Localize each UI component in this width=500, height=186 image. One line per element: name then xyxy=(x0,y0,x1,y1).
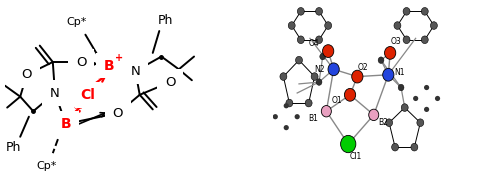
FancyBboxPatch shape xyxy=(122,58,148,84)
Ellipse shape xyxy=(305,99,312,107)
Ellipse shape xyxy=(422,7,428,15)
Text: O3: O3 xyxy=(390,37,401,46)
Ellipse shape xyxy=(392,143,398,151)
Ellipse shape xyxy=(403,7,410,15)
Ellipse shape xyxy=(411,143,418,151)
Text: O: O xyxy=(165,76,175,89)
Text: O4: O4 xyxy=(308,39,319,48)
Text: Cp*: Cp* xyxy=(66,17,87,27)
Point xyxy=(282,104,290,107)
Ellipse shape xyxy=(316,7,322,15)
Ellipse shape xyxy=(352,70,363,83)
Text: N: N xyxy=(50,86,60,100)
Point xyxy=(412,97,420,100)
Ellipse shape xyxy=(280,73,287,80)
Ellipse shape xyxy=(298,7,304,15)
FancyBboxPatch shape xyxy=(53,111,79,137)
Ellipse shape xyxy=(384,46,396,59)
Text: Cl: Cl xyxy=(80,88,95,102)
Point xyxy=(272,115,280,118)
Text: N2: N2 xyxy=(314,65,324,74)
FancyBboxPatch shape xyxy=(68,49,94,75)
Ellipse shape xyxy=(430,22,438,29)
Point xyxy=(422,86,430,89)
Text: Ph: Ph xyxy=(6,141,22,154)
Ellipse shape xyxy=(316,79,322,85)
Ellipse shape xyxy=(417,119,424,126)
Ellipse shape xyxy=(398,84,404,91)
Ellipse shape xyxy=(322,45,334,57)
Text: O2: O2 xyxy=(358,63,368,72)
Ellipse shape xyxy=(344,88,356,101)
Text: O: O xyxy=(22,68,32,81)
Ellipse shape xyxy=(382,68,394,81)
Ellipse shape xyxy=(288,22,295,29)
Text: O1: O1 xyxy=(332,96,342,105)
FancyBboxPatch shape xyxy=(96,53,122,78)
Text: Cp*: Cp* xyxy=(36,161,56,171)
Ellipse shape xyxy=(402,104,408,111)
Text: O: O xyxy=(76,55,86,68)
Text: N1: N1 xyxy=(394,68,404,77)
Ellipse shape xyxy=(386,119,392,126)
Ellipse shape xyxy=(422,36,428,44)
Ellipse shape xyxy=(340,135,356,153)
Ellipse shape xyxy=(298,36,304,44)
Text: +: + xyxy=(115,53,123,63)
Ellipse shape xyxy=(311,73,318,80)
Point xyxy=(282,126,290,129)
Text: O: O xyxy=(112,107,123,120)
FancyBboxPatch shape xyxy=(105,100,131,126)
Ellipse shape xyxy=(368,109,378,121)
Point xyxy=(434,97,442,100)
FancyBboxPatch shape xyxy=(14,62,40,88)
Ellipse shape xyxy=(296,56,302,64)
FancyBboxPatch shape xyxy=(74,82,101,108)
Text: B: B xyxy=(104,59,115,73)
Ellipse shape xyxy=(378,57,384,63)
Ellipse shape xyxy=(322,105,332,117)
Ellipse shape xyxy=(328,63,339,76)
Text: Cl1: Cl1 xyxy=(350,152,362,161)
FancyBboxPatch shape xyxy=(42,80,68,106)
Ellipse shape xyxy=(394,22,401,29)
Text: B1: B1 xyxy=(308,114,318,123)
FancyBboxPatch shape xyxy=(157,69,183,95)
Ellipse shape xyxy=(403,36,410,44)
Point xyxy=(422,108,430,111)
Point xyxy=(293,115,301,118)
Ellipse shape xyxy=(286,99,293,107)
Ellipse shape xyxy=(320,53,326,60)
Text: N: N xyxy=(130,65,140,78)
Text: B2: B2 xyxy=(378,118,388,127)
Ellipse shape xyxy=(316,36,322,44)
Text: Ph: Ph xyxy=(158,14,174,27)
Text: B: B xyxy=(60,117,71,131)
Ellipse shape xyxy=(324,22,332,29)
